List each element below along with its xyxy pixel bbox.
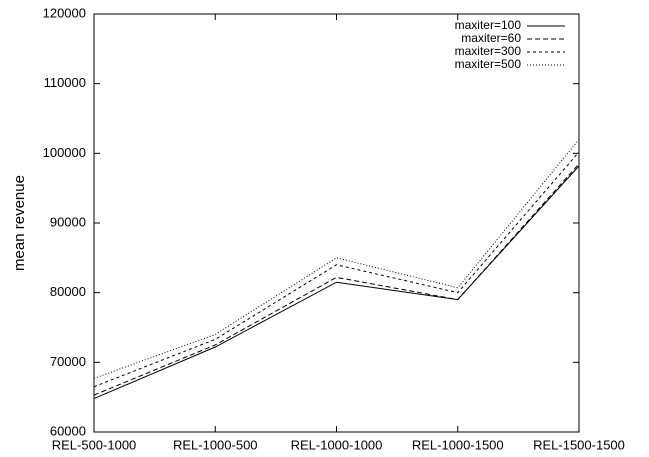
- legend-label: maxiter=300: [455, 44, 522, 58]
- legend-label: maxiter=60: [461, 31, 521, 45]
- y-tick-label: 110000: [44, 75, 86, 90]
- y-tick-label: 90000: [50, 214, 86, 229]
- y-tick-label: 60000: [50, 423, 86, 438]
- series-line: [93, 165, 580, 400]
- y-tick-label: 120000: [43, 5, 86, 20]
- x-tick-label: REL-1500-1500: [533, 437, 625, 452]
- series-line: [93, 151, 580, 388]
- x-tick-label: REL-1000-500: [173, 437, 258, 452]
- y-tick-label: 80000: [50, 284, 86, 299]
- x-tick-label: REL-1000-1500: [412, 437, 504, 452]
- legend-label: maxiter=100: [455, 18, 522, 32]
- x-tick-label: REL-500-1000: [52, 437, 137, 452]
- y-axis-label: mean revenue: [11, 175, 28, 271]
- y-tick-label: 70000: [50, 354, 86, 369]
- legend-label: maxiter=500: [455, 57, 522, 71]
- x-tick-label: REL-1000-1000: [291, 437, 383, 452]
- y-tick-label: 100000: [43, 145, 86, 160]
